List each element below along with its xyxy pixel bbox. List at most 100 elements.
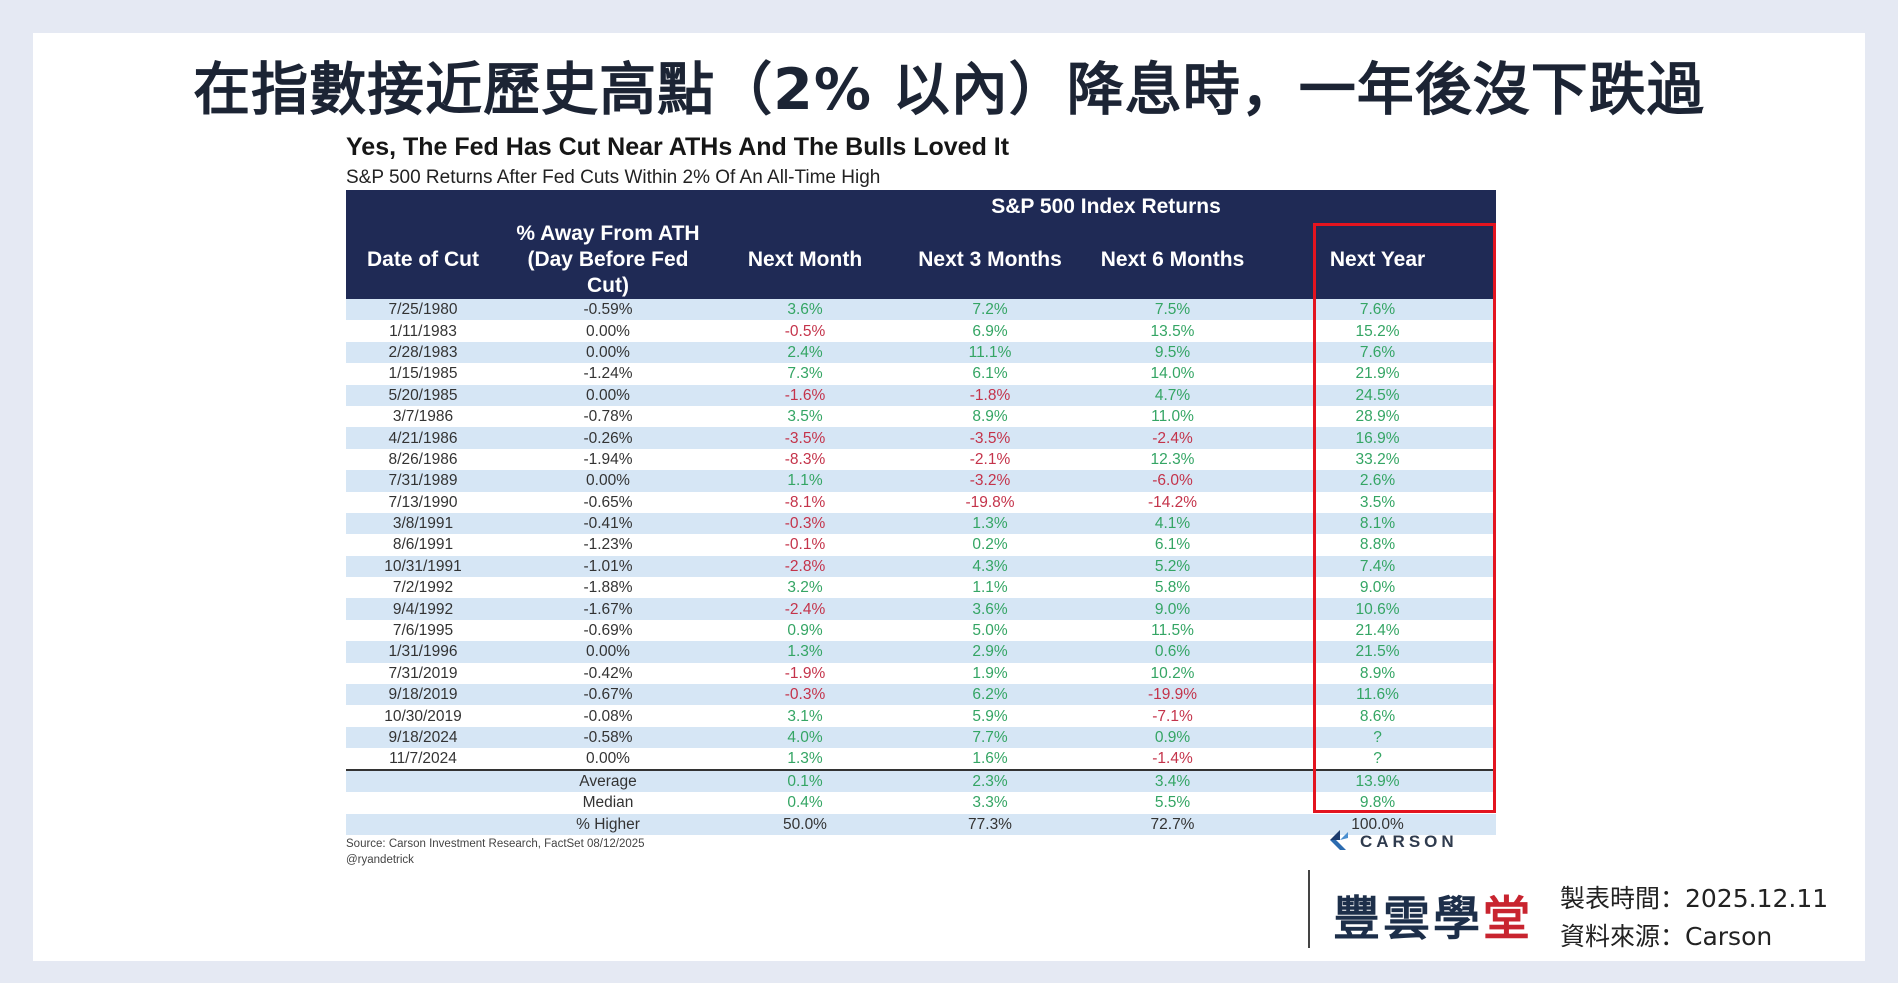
cell-date: 7/25/1980 <box>346 299 500 321</box>
cell-next-month: -1.9% <box>716 662 894 685</box>
summary-cell: 9.8% <box>1259 792 1497 814</box>
cell-away: -0.78% <box>500 405 716 428</box>
summary-row: Average 0.1% 2.3% 3.4% 13.9% <box>346 770 1497 793</box>
cell-next-year: 16.9% <box>1259 427 1497 449</box>
cell-next-6-months: -14.2% <box>1086 491 1259 513</box>
cell-next-3-months: 7.2% <box>894 299 1086 321</box>
cell-next-3-months: 1.3% <box>894 512 1086 535</box>
cell-next-3-months: 6.2% <box>894 684 1086 706</box>
summary-spacer <box>346 770 500 793</box>
brand-text-accent: 堂 <box>1483 892 1533 947</box>
cell-next-6-months: 5.8% <box>1086 577 1259 599</box>
cell-next-6-months: 4.1% <box>1086 512 1259 535</box>
cell-next-year: 15.2% <box>1259 320 1497 342</box>
cell-next-6-months: 4.7% <box>1086 384 1259 406</box>
cell-next-3-months: -3.2% <box>894 470 1086 492</box>
cell-date: 11/7/2024 <box>346 748 500 772</box>
table-row: 10/30/2019 -0.08% 3.1% 5.9% -7.1% 8.6% <box>346 705 1497 727</box>
col-header-next-month: Next Month <box>716 221 894 299</box>
table-body: 7/25/1980 -0.59% 3.6% 7.2% 7.5% 7.6% 1/11/1983… <box>346 299 1497 835</box>
cell-away: -0.08% <box>500 705 716 727</box>
cell-next-6-months: 11.0% <box>1086 405 1259 428</box>
cell-next-year: ? <box>1259 748 1497 772</box>
cell-next-3-months: 1.6% <box>894 748 1086 772</box>
cell-next-6-months: -6.0% <box>1086 470 1259 492</box>
cell-next-year: 9.0% <box>1259 577 1497 599</box>
cell-next-year: 7.4% <box>1259 555 1497 578</box>
table-row: 7/31/1989 0.00% 1.1% -3.2% -6.0% 2.6% <box>346 470 1497 492</box>
cell-next-6-months: 0.6% <box>1086 641 1259 663</box>
cell-next-year: 8.1% <box>1259 512 1497 535</box>
table-row: 1/31/1996 0.00% 1.3% 2.9% 0.6% 21.5% <box>346 641 1497 663</box>
cell-next-year: 21.9% <box>1259 363 1497 385</box>
cell-next-3-months: -2.1% <box>894 448 1086 471</box>
col-header-away-line2: (Day Before Fed Cut) <box>527 248 689 297</box>
cell-next-year: 33.2% <box>1259 448 1497 471</box>
cell-next-month: -0.3% <box>716 684 894 706</box>
summary-label: Average <box>500 770 716 793</box>
summary-cell: 3.4% <box>1086 770 1259 793</box>
cell-next-3-months: -1.8% <box>894 384 1086 406</box>
col-header-next-6-months: Next 6 Months <box>1086 221 1259 299</box>
table-row: 3/8/1991 -0.41% -0.3% 1.3% 4.1% 8.1% <box>346 512 1497 535</box>
cell-away: -1.67% <box>500 598 716 620</box>
cell-away: 0.00% <box>500 384 716 406</box>
cell-next-year: 21.4% <box>1259 619 1497 642</box>
cell-away: 0.00% <box>500 341 716 364</box>
summary-cell: 13.9% <box>1259 770 1497 793</box>
cell-next-6-months: 14.0% <box>1086 363 1259 385</box>
summary-cell: 72.7% <box>1086 813 1259 835</box>
cell-next-3-months: 1.9% <box>894 662 1086 685</box>
cell-next-3-months: 1.1% <box>894 577 1086 599</box>
cell-next-6-months: -1.4% <box>1086 748 1259 772</box>
cell-next-3-months: 5.9% <box>894 705 1086 727</box>
cell-next-6-months: 12.3% <box>1086 448 1259 471</box>
cell-next-month: 1.3% <box>716 748 894 772</box>
cell-next-3-months: 2.9% <box>894 641 1086 663</box>
table-row: 7/6/1995 -0.69% 0.9% 5.0% 11.5% 21.4% <box>346 619 1497 642</box>
group-header: S&P 500 Index Returns <box>716 190 1497 221</box>
table-row: 8/6/1991 -1.23% -0.1% 0.2% 6.1% 8.8% <box>346 534 1497 556</box>
cell-next-month: 4.0% <box>716 726 894 749</box>
cell-away: 0.00% <box>500 320 716 342</box>
cell-date: 10/31/1991 <box>346 555 500 578</box>
header-spacer <box>500 190 716 221</box>
cell-away: -1.23% <box>500 534 716 556</box>
cell-away: 0.00% <box>500 641 716 663</box>
cell-next-6-months: 7.5% <box>1086 299 1259 321</box>
cell-next-year: 21.5% <box>1259 641 1497 663</box>
cell-next-6-months: -19.9% <box>1086 684 1259 706</box>
cell-next-3-months: 6.1% <box>894 363 1086 385</box>
cell-next-month: -0.5% <box>716 320 894 342</box>
summary-cell: 100.0% <box>1259 813 1497 835</box>
cell-next-6-months: 0.9% <box>1086 726 1259 749</box>
cell-next-3-months: 4.3% <box>894 555 1086 578</box>
cell-date: 1/11/1983 <box>346 320 500 342</box>
cell-next-3-months: 6.9% <box>894 320 1086 342</box>
cell-date: 4/21/1986 <box>346 427 500 449</box>
summary-label: % Higher <box>500 813 716 835</box>
footer-divider <box>1308 870 1310 948</box>
cell-next-6-months: 5.2% <box>1086 555 1259 578</box>
cell-away: -0.58% <box>500 726 716 749</box>
brand-logo: 豐雲學堂 <box>1333 880 1533 949</box>
cell-away: -0.67% <box>500 684 716 706</box>
cell-next-6-months: 6.1% <box>1086 534 1259 556</box>
table-row: 9/18/2019 -0.67% -0.3% 6.2% -19.9% 11.6% <box>346 684 1497 706</box>
cell-away: -0.65% <box>500 491 716 513</box>
page-title: 在指數接近歷史高點（2% 以內）降息時，一年後沒下跌過 <box>193 57 1705 123</box>
cell-date: 9/18/2019 <box>346 684 500 706</box>
summary-cell: 0.4% <box>716 792 894 814</box>
cell-date: 9/18/2024 <box>346 726 500 749</box>
cell-next-year: 28.9% <box>1259 405 1497 428</box>
cell-next-year: 8.9% <box>1259 662 1497 685</box>
summary-cell: 0.1% <box>716 770 894 793</box>
summary-row: Median 0.4% 3.3% 5.5% 9.8% <box>346 792 1497 814</box>
cell-next-6-months: -2.4% <box>1086 427 1259 449</box>
table-row: 11/7/2024 0.00% 1.3% 1.6% -1.4%? <box>346 748 1497 772</box>
cell-date: 7/2/1992 <box>346 577 500 599</box>
cell-next-3-months: -19.8% <box>894 491 1086 513</box>
cell-next-month: 1.1% <box>716 470 894 492</box>
cell-date: 8/6/1991 <box>346 534 500 556</box>
returns-table: S&P 500 Index Returns Date of Cut % Away… <box>346 190 1497 835</box>
